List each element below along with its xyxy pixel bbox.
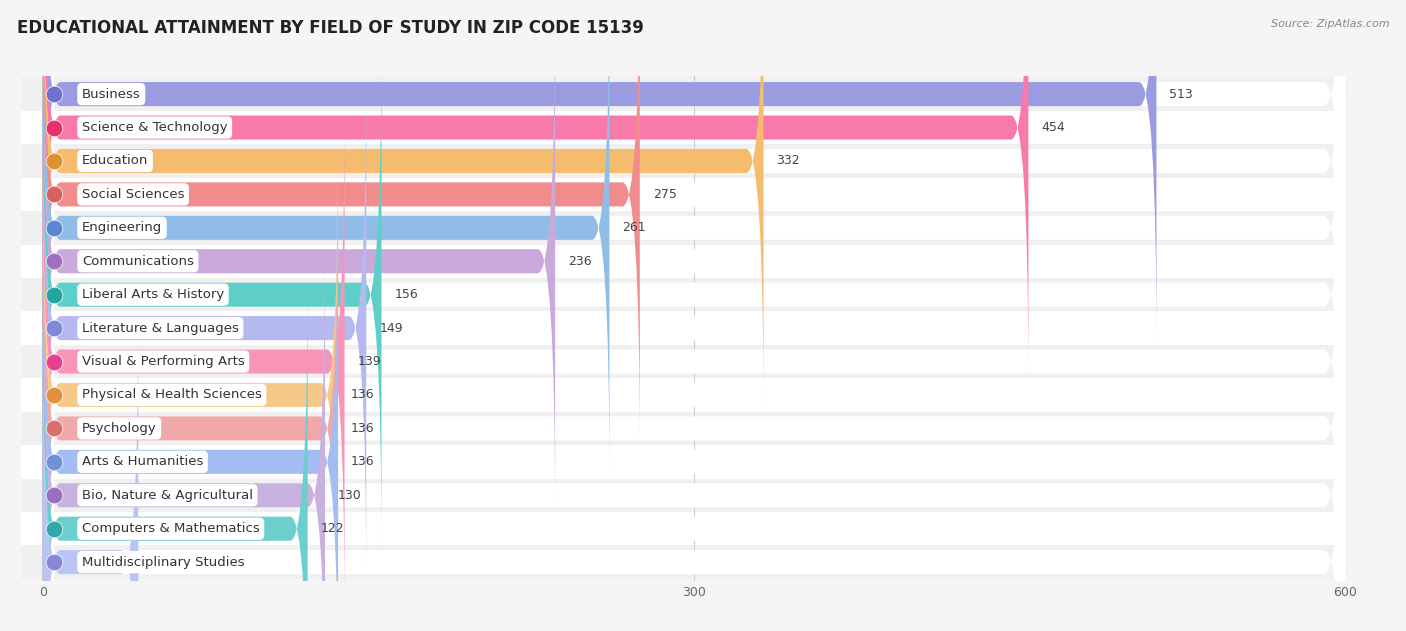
Text: 332: 332: [776, 155, 800, 167]
Text: 136: 136: [352, 456, 374, 468]
FancyBboxPatch shape: [10, 278, 1346, 312]
FancyBboxPatch shape: [10, 378, 1346, 411]
FancyBboxPatch shape: [42, 0, 1346, 584]
FancyBboxPatch shape: [42, 240, 325, 631]
Text: 136: 136: [352, 389, 374, 401]
Text: Physical & Health Sciences: Physical & Health Sciences: [82, 389, 262, 401]
FancyBboxPatch shape: [42, 73, 366, 584]
FancyBboxPatch shape: [10, 111, 1346, 144]
FancyBboxPatch shape: [10, 78, 1346, 111]
FancyBboxPatch shape: [42, 139, 337, 631]
FancyBboxPatch shape: [42, 173, 337, 631]
FancyBboxPatch shape: [10, 211, 1346, 245]
FancyBboxPatch shape: [42, 0, 609, 483]
Text: 454: 454: [1042, 121, 1066, 134]
FancyBboxPatch shape: [42, 206, 1346, 631]
FancyBboxPatch shape: [42, 0, 763, 416]
Text: Multidisciplinary Studies: Multidisciplinary Studies: [82, 556, 245, 569]
FancyBboxPatch shape: [42, 173, 1346, 631]
FancyBboxPatch shape: [42, 6, 1346, 631]
FancyBboxPatch shape: [42, 0, 1346, 416]
Text: Engineering: Engineering: [82, 221, 162, 234]
Text: Social Sciences: Social Sciences: [82, 188, 184, 201]
FancyBboxPatch shape: [42, 0, 640, 450]
Text: 261: 261: [623, 221, 645, 234]
Text: 122: 122: [321, 522, 344, 535]
Text: 139: 139: [357, 355, 381, 368]
Text: 149: 149: [380, 322, 404, 334]
FancyBboxPatch shape: [10, 345, 1346, 378]
Text: Education: Education: [82, 155, 148, 167]
Text: 513: 513: [1170, 88, 1194, 100]
FancyBboxPatch shape: [10, 445, 1346, 478]
Text: Psychology: Psychology: [82, 422, 156, 435]
FancyBboxPatch shape: [42, 0, 1346, 517]
Text: Arts & Humanities: Arts & Humanities: [82, 456, 204, 468]
Text: Computers & Mathematics: Computers & Mathematics: [82, 522, 260, 535]
Text: 136: 136: [352, 422, 374, 435]
FancyBboxPatch shape: [42, 106, 344, 617]
Text: 156: 156: [395, 288, 418, 301]
FancyBboxPatch shape: [10, 411, 1346, 445]
FancyBboxPatch shape: [42, 106, 1346, 631]
FancyBboxPatch shape: [42, 0, 1346, 617]
FancyBboxPatch shape: [10, 512, 1346, 545]
FancyBboxPatch shape: [42, 139, 1346, 631]
FancyBboxPatch shape: [42, 0, 1028, 383]
FancyBboxPatch shape: [42, 73, 1346, 631]
Text: Communications: Communications: [82, 255, 194, 268]
FancyBboxPatch shape: [42, 0, 1346, 483]
Text: Science & Technology: Science & Technology: [82, 121, 228, 134]
FancyBboxPatch shape: [10, 245, 1346, 278]
FancyBboxPatch shape: [10, 478, 1346, 512]
FancyBboxPatch shape: [42, 240, 1346, 631]
FancyBboxPatch shape: [42, 206, 337, 631]
FancyBboxPatch shape: [42, 0, 1346, 550]
Text: 44: 44: [152, 556, 167, 569]
Text: Source: ZipAtlas.com: Source: ZipAtlas.com: [1271, 19, 1389, 29]
Text: Visual & Performing Arts: Visual & Performing Arts: [82, 355, 245, 368]
Text: 275: 275: [652, 188, 676, 201]
FancyBboxPatch shape: [42, 307, 138, 631]
FancyBboxPatch shape: [10, 545, 1346, 579]
Text: 236: 236: [568, 255, 592, 268]
FancyBboxPatch shape: [42, 39, 381, 550]
Text: Literature & Languages: Literature & Languages: [82, 322, 239, 334]
FancyBboxPatch shape: [10, 144, 1346, 178]
FancyBboxPatch shape: [42, 6, 555, 517]
Text: Bio, Nature & Agricultural: Bio, Nature & Agricultural: [82, 489, 253, 502]
Text: 130: 130: [337, 489, 361, 502]
FancyBboxPatch shape: [10, 178, 1346, 211]
FancyBboxPatch shape: [10, 312, 1346, 345]
Text: EDUCATIONAL ATTAINMENT BY FIELD OF STUDY IN ZIP CODE 15139: EDUCATIONAL ATTAINMENT BY FIELD OF STUDY…: [17, 19, 644, 37]
Text: Liberal Arts & History: Liberal Arts & History: [82, 288, 224, 301]
FancyBboxPatch shape: [42, 0, 1346, 450]
FancyBboxPatch shape: [42, 0, 1157, 350]
Text: Business: Business: [82, 88, 141, 100]
FancyBboxPatch shape: [42, 39, 1346, 631]
FancyBboxPatch shape: [42, 273, 308, 631]
